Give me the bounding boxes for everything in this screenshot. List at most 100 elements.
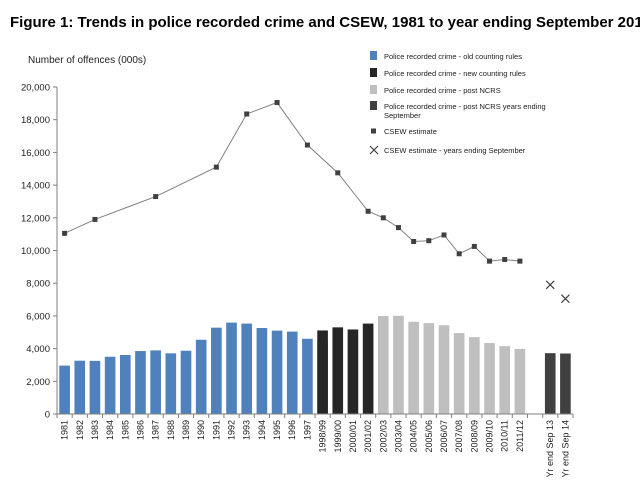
- y-tick-label: 0: [45, 410, 50, 421]
- y-tick-label: 4,000: [26, 344, 50, 355]
- x-tick-label: 1990: [196, 420, 206, 440]
- legend-label: Police recorded crime - post NCRS: [384, 86, 501, 95]
- x-tick-label: 2002/03: [378, 420, 388, 453]
- bar: [469, 337, 480, 414]
- bar: [362, 323, 374, 414]
- csew-point: [426, 238, 432, 244]
- bar: [484, 343, 495, 414]
- csew-point: [274, 100, 280, 106]
- bar: [211, 327, 222, 414]
- x-tick-label: 1984: [105, 420, 115, 440]
- csew-point: [441, 232, 447, 238]
- x-tick-label: 2008/09: [469, 420, 479, 453]
- legend-swatch: [370, 51, 377, 60]
- x-tick-label: 1987: [151, 420, 161, 440]
- x-tick-label: 2005/06: [424, 420, 434, 453]
- bar: [423, 323, 435, 414]
- x-tick-label: 1982: [75, 420, 85, 440]
- x-tick-label: 2001/02: [363, 420, 373, 453]
- bar: [241, 323, 253, 414]
- legend-label: CSEW estimate - years ending September: [384, 146, 526, 155]
- csew-point: [304, 142, 310, 148]
- csew-point: [487, 258, 493, 264]
- bar: [286, 331, 298, 414]
- csew-point: [411, 239, 417, 245]
- bar: [453, 333, 465, 414]
- x-tick-label: 1988: [166, 420, 176, 440]
- y-tick-label: 6,000: [26, 311, 50, 322]
- bar: [104, 356, 116, 414]
- y-tick-label: 14,000: [21, 181, 50, 192]
- x-tick-label: 1999/00: [333, 420, 343, 453]
- x-tick-label: 1993: [242, 420, 252, 440]
- csew-sep-point: [560, 294, 570, 304]
- legend-label: Police recorded crime - new counting rul…: [384, 69, 526, 78]
- bar: [347, 329, 359, 414]
- bar: [150, 350, 161, 414]
- y-tick-label: 16,000: [21, 148, 50, 159]
- csew-point: [153, 194, 159, 200]
- csew-point: [395, 225, 401, 231]
- bar: [560, 353, 571, 414]
- chart-title: Figure 1: Trends in police recorded crim…: [10, 14, 640, 31]
- x-tick-label: 1986: [135, 420, 145, 440]
- csew-point: [62, 230, 68, 236]
- bar: [377, 316, 389, 414]
- y-tick-label: 2,000: [26, 377, 50, 388]
- y-tick-label: 18,000: [21, 115, 50, 126]
- bar: [332, 327, 344, 414]
- bar: [271, 330, 283, 414]
- x-tick-label: 1992: [227, 420, 237, 440]
- x-tick-label: 2004/05: [409, 420, 419, 453]
- bar: [514, 348, 526, 414]
- bar: [135, 351, 146, 414]
- bar: [317, 330, 328, 414]
- x-tick-label: 2003/04: [393, 420, 403, 453]
- bar: [180, 350, 192, 414]
- x-tick-label: 2007/08: [454, 420, 464, 453]
- x-tick-label: 1985: [120, 420, 130, 440]
- y-tick-label: 10,000: [21, 246, 50, 257]
- bar: [302, 338, 313, 414]
- bar: [89, 360, 101, 414]
- legend-swatch: [371, 128, 376, 134]
- csew-point: [365, 208, 371, 214]
- x-tick-label: 2009/10: [485, 420, 495, 453]
- bar: [499, 346, 511, 414]
- x-tick-label: 2000/01: [348, 420, 358, 453]
- x-tick-label: 1998/99: [318, 420, 328, 453]
- bar: [393, 315, 404, 414]
- x-tick-label: 2011/12: [515, 420, 525, 452]
- csew-point: [380, 215, 386, 221]
- legend-label: Police recorded crime - old counting rul…: [384, 52, 522, 61]
- bar: [226, 322, 237, 414]
- x-tick-label: 1994: [257, 420, 267, 440]
- legend-swatch: [369, 145, 379, 155]
- csew-point: [471, 243, 477, 249]
- csew-point: [517, 258, 523, 264]
- x-tick-label: 2006/07: [439, 420, 449, 453]
- bar: [165, 353, 177, 414]
- bar: [74, 360, 86, 414]
- x-tick-label: 1991: [211, 420, 221, 440]
- x-tick-label: 1983: [90, 420, 100, 440]
- csew-point: [92, 216, 98, 222]
- bar: [408, 321, 419, 414]
- x-tick-label: 2010/11: [500, 420, 510, 452]
- legend-swatch: [370, 85, 377, 94]
- legend-swatch: [370, 68, 377, 77]
- x-tick-label: Yr end Sep 13: [545, 420, 555, 478]
- x-tick-label: 1995: [272, 420, 282, 440]
- csew-point: [502, 256, 508, 262]
- bar: [119, 354, 131, 414]
- csew-point: [335, 170, 341, 176]
- y-tick-label: 20,000: [21, 83, 50, 94]
- bar: [256, 327, 268, 414]
- csew-series-line: [64, 101, 520, 262]
- legend-swatch: [370, 101, 377, 110]
- csew-point: [213, 164, 219, 170]
- csew-point: [456, 251, 462, 257]
- csew-point: [244, 111, 250, 117]
